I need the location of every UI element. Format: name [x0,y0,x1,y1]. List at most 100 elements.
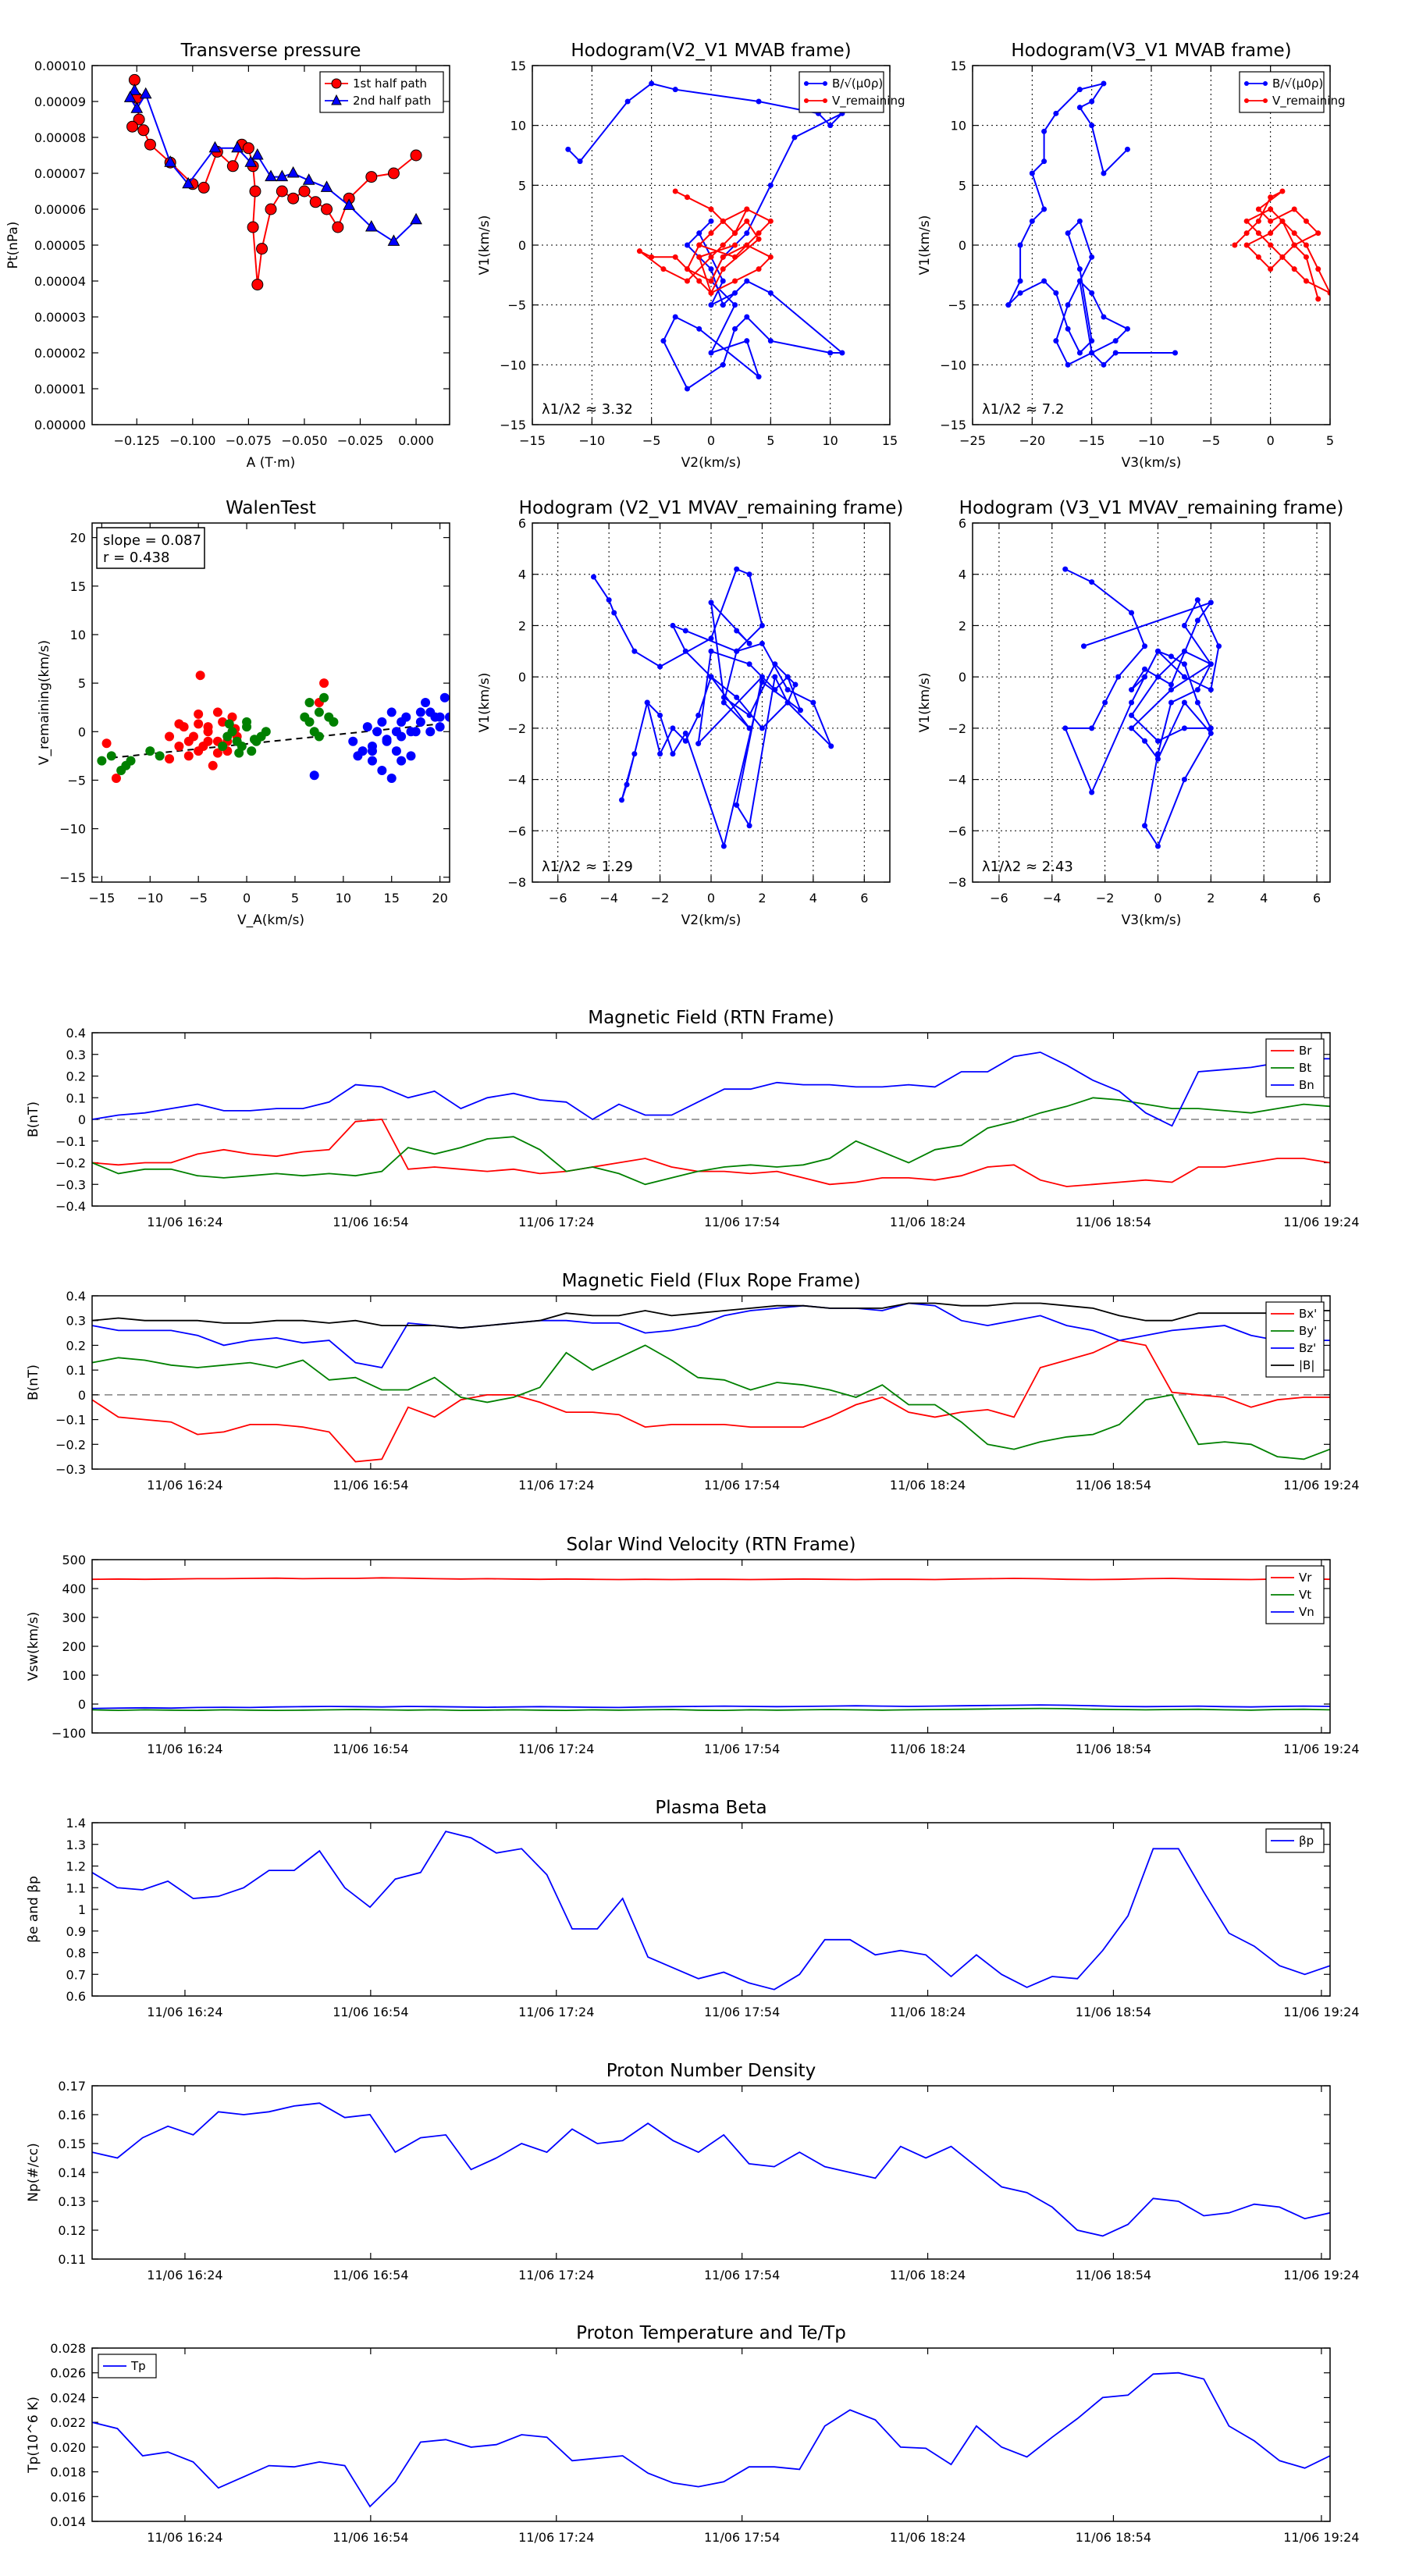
x-tick-label: −20 [1019,433,1045,448]
data-point [101,738,112,749]
x-tick-label: −15 [1079,433,1105,448]
series-line-b0 [567,82,845,390]
y-tick-label: 6 [959,516,966,531]
y-tick-label: −6 [507,824,526,838]
data-point [1089,579,1095,585]
y-tick-label: 0.018 [50,2465,86,2480]
data-point [183,736,194,746]
annotation-text: λ1/λ2 ≈ 2.43 [982,859,1073,875]
magnetic-field-rtn-chart: Magnetic Field (RTN Frame) −0.4 −0.3 −0.2 −0… [26,1008,1360,1229]
x-tick-label: 11/06 19:24 [1283,2005,1359,2019]
x-tick-label: 11/06 17:54 [704,1478,780,1493]
data-point [1076,350,1083,356]
data-point [106,751,116,761]
data-point [1154,751,1161,757]
y-tick-label: 200 [62,1639,86,1654]
data-point [377,766,387,776]
data-point [208,760,218,770]
x-tick-label: 11/06 18:54 [1076,1215,1151,1229]
legend-label: βp [1299,1834,1314,1848]
series-line-vt [92,1707,1330,1712]
data-point [708,302,714,308]
data-point [684,386,690,392]
y-tick-label: 0.00007 [34,166,86,181]
data-point [791,134,798,141]
y-tick-label: 0.1 [66,1363,86,1378]
data-point [759,640,765,646]
x-tick-label: 0 [1154,891,1161,906]
data-point [1101,314,1107,320]
chart-title: Proton Temperature and Te/Tp [576,2323,846,2343]
data-point [708,674,714,680]
data-point [174,719,184,729]
y-tick-label: 0.14 [58,2165,86,2180]
data-point [314,707,324,717]
data-point [1315,296,1321,302]
legend-marker [804,81,809,86]
data-point [224,719,234,729]
data-point [784,699,791,706]
x-tick-label: −6 [990,891,1008,906]
y-tick-label: 0.3 [66,1314,86,1329]
x-tick-label: 11/06 18:24 [890,2005,966,2019]
plot-frame [91,522,450,883]
y-tick-label: 0.028 [50,2341,86,2356]
data-point [746,640,752,646]
data-point [720,302,726,308]
y-tick-label: 5 [959,178,966,193]
y-tick-label: −0.3 [55,1177,86,1192]
x-tick-label: 0 [1267,433,1275,448]
data-point [1208,730,1214,736]
data-point [1029,170,1035,176]
data-point [309,770,319,781]
data-point [1181,674,1187,680]
x-tick-label: 11/06 19:24 [1283,1742,1359,1756]
data-point [744,338,750,344]
data-point [249,735,259,745]
data-point [744,314,750,320]
data-point [1101,361,1107,368]
legend-marker [331,78,342,89]
y-tick-label: 0.3 [66,1048,86,1062]
x-tick-label: 11/06 19:24 [1283,2268,1359,2282]
y-tick-label: −100 [52,1726,86,1741]
series-line-tp [92,2371,1330,2508]
data-point [421,698,431,707]
data-point [218,741,228,751]
data-point [684,266,690,272]
data-point [1154,756,1161,762]
legend-marker [1244,81,1249,86]
x-tick-label: 11/06 18:54 [1076,2005,1151,2019]
x-tick-label: 2 [758,891,766,906]
chart-title: Plasma Beta [655,1798,767,1818]
x-tick-label: −10 [578,433,605,448]
data-point [732,278,738,284]
chart-title: Proton Number Density [606,2061,816,2081]
annotation-text: λ1/λ2 ≈ 3.32 [542,401,633,418]
data-point [767,218,774,224]
hodogram-v2-v1-mvav-chart: Hodogram (V2_V1 MVAV_remaining frame) −8 −… [477,498,903,928]
chart-title: Hodogram(V3_V1 MVAB frame) [1011,41,1291,61]
x-tick-label: 11/06 16:54 [333,2530,408,2545]
x-tick-label: 11/06 17:54 [704,2268,780,2282]
data-point [123,91,137,102]
data-point [1291,206,1297,212]
data-point [130,101,144,113]
data-point [1194,617,1200,624]
data-point [611,610,617,616]
x-tick-label: −0.025 [337,433,383,448]
y-axis-label: B(nT) [26,1364,41,1400]
y-tick-label: −0.2 [55,1437,86,1452]
annotation-box [96,527,205,569]
x-tick-label: −2 [651,891,670,906]
x-axis-label: V3(km/s) [1122,913,1182,928]
data-point [1041,158,1048,165]
data-point [372,727,382,737]
data-point [631,648,638,654]
plot-area [565,80,845,392]
legend-marker [1244,98,1249,103]
data-point [744,230,750,237]
data-point [251,279,264,291]
y-tick-label: 400 [62,1582,86,1596]
x-tick-label: 0.000 [398,433,434,448]
